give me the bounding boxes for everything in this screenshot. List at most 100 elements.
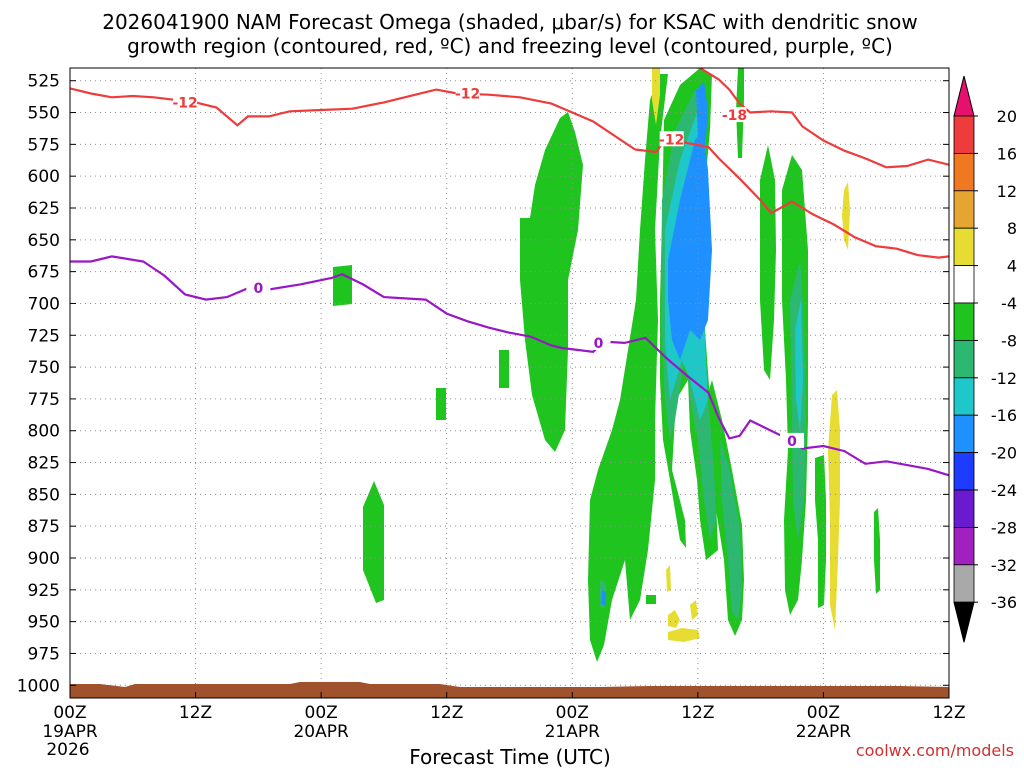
y-tick-label: 975 (28, 644, 60, 664)
omega-cell-yellow (666, 565, 671, 592)
colorbar-label: 12 (997, 182, 1017, 201)
omega-cell-blue (668, 130, 712, 360)
colorbar-top-arrow (953, 75, 975, 117)
contour-label-bg (455, 85, 480, 101)
x-axis-title: Forecast Time (UTC) (409, 745, 611, 768)
x-tick-label: 00Z (305, 703, 338, 723)
credit-text: coolwx.com/models (856, 741, 1014, 760)
x-tick-date: 19APR (42, 722, 98, 742)
contour-label: -12 (455, 86, 480, 102)
contour-label-bg (246, 280, 271, 296)
y-tick-label: 775 (28, 390, 60, 410)
y-tick-label: 800 (28, 422, 60, 442)
contour-label: 0 (594, 336, 604, 352)
colorbar-label: -36 (991, 593, 1017, 612)
omega-cell-yellow (668, 628, 700, 642)
x-tick-label: 12Z (179, 703, 212, 723)
y-tick-label: 725 (28, 326, 60, 346)
colorbar-label: -24 (991, 481, 1017, 500)
contour-line-dgz (697, 68, 949, 169)
grid-lines (70, 68, 949, 698)
y-tick-label: 850 (28, 485, 60, 505)
ground-fill (70, 682, 949, 698)
plot-frame (69, 67, 950, 699)
y-tick-label: 550 (28, 104, 60, 124)
contour-label: -12 (172, 95, 197, 111)
omega-cell-yellow (690, 600, 698, 620)
y-tick-label: 900 (28, 549, 60, 569)
colorbar-swatch (953, 227, 975, 266)
contour-line-dgz (70, 87, 949, 259)
x-tick-year: 2026 (46, 740, 89, 760)
colorbar-swatch (953, 302, 975, 341)
x-tick-label: 12Z (681, 703, 714, 723)
y-tick-label: 650 (28, 231, 60, 251)
contour-label: 0 (253, 281, 263, 297)
contour-label: -18 (722, 108, 747, 124)
colorbar-swatch (953, 152, 975, 192)
y-tick-label: 525 (28, 72, 60, 92)
colorbar-label: -8 (1001, 331, 1017, 350)
colorbar-label: -32 (991, 556, 1017, 575)
x-tick-date: 22APR (796, 722, 852, 742)
colorbar-bottom-arrow (953, 601, 975, 643)
y-tick-label: 950 (28, 613, 60, 633)
x-tick-date: 21APR (545, 722, 601, 742)
omega-cell-blue (696, 82, 708, 150)
colorbar-label: -12 (991, 369, 1017, 388)
colorbar-swatch (953, 339, 975, 379)
omega-cell-blue (601, 590, 606, 606)
colorbar-swatch (953, 190, 975, 229)
contour-label-bg (586, 334, 611, 350)
omega-cell-green (646, 595, 656, 604)
colorbar-swatch (953, 489, 975, 528)
omega-cell-yellow (652, 68, 660, 125)
y-tick-label: 750 (28, 358, 60, 378)
colorbar-swatch (953, 377, 975, 416)
contour-lines: -12 -12 -12 -18 0 0 0 (70, 68, 949, 477)
y-tick-label: 600 (28, 167, 60, 187)
y-tick-label: 700 (28, 294, 60, 314)
colorbar-swatch (953, 527, 975, 566)
contour-label: -12 (659, 132, 684, 148)
x-tick-label: 00Z (556, 703, 589, 723)
y-tick-label: 675 (28, 263, 60, 283)
colorbar-label: -20 (991, 444, 1017, 463)
colorbar-label: 8 (1007, 219, 1017, 238)
colorbar-swatch (953, 564, 975, 603)
x-tick-label: 12Z (430, 703, 463, 723)
chart-title-line2: growth region (contoured, red, ºC) and f… (127, 34, 893, 58)
colorbar-label: 20 (997, 107, 1017, 126)
y-tick-label: 575 (28, 135, 60, 155)
omega-shading (333, 68, 880, 662)
ground-terrain (70, 682, 949, 698)
contour-label-bg (780, 432, 805, 448)
plot-area (70, 68, 949, 698)
x-tick-label: 12Z (932, 703, 965, 723)
colorbar-label: 4 (1007, 257, 1017, 276)
contour-label-bg (659, 131, 684, 147)
y-tick-label: 1000 (17, 676, 60, 696)
colorbar-swatch (953, 414, 975, 454)
colorbar-label: -16 (991, 406, 1017, 425)
contour-label-bg (722, 107, 747, 123)
omega-cell-cyan (795, 300, 803, 430)
x-tick-date: 20APR (293, 722, 349, 742)
x-tick-label: 00Z (53, 703, 86, 723)
colorbar-legend: 20 16 12 8 4 -4 -8 -12 -16 -20 -24 -28 -32 -36 (953, 75, 1017, 643)
colorbar-swatch (953, 115, 975, 154)
x-tick-label: 00Z (807, 703, 840, 723)
omega-cell-green (363, 481, 384, 603)
y-tick-label: 625 (28, 199, 60, 219)
omega-cell-green (436, 388, 446, 420)
colorbar-label: -28 (991, 518, 1017, 537)
omega-cell-seagreen (720, 440, 742, 620)
colorbar-swatch (953, 265, 975, 304)
contour-label-bg (173, 94, 198, 110)
y-tick-label: 925 (28, 581, 60, 601)
y-axis-pressure: 525 550 575 600 625 650 675 700 725 750 775 800 825 8… (17, 72, 949, 696)
chart-title-line1: 2026041900 NAM Forecast Omega (shaded, μ… (102, 10, 918, 34)
contour-label: 0 (787, 434, 797, 450)
